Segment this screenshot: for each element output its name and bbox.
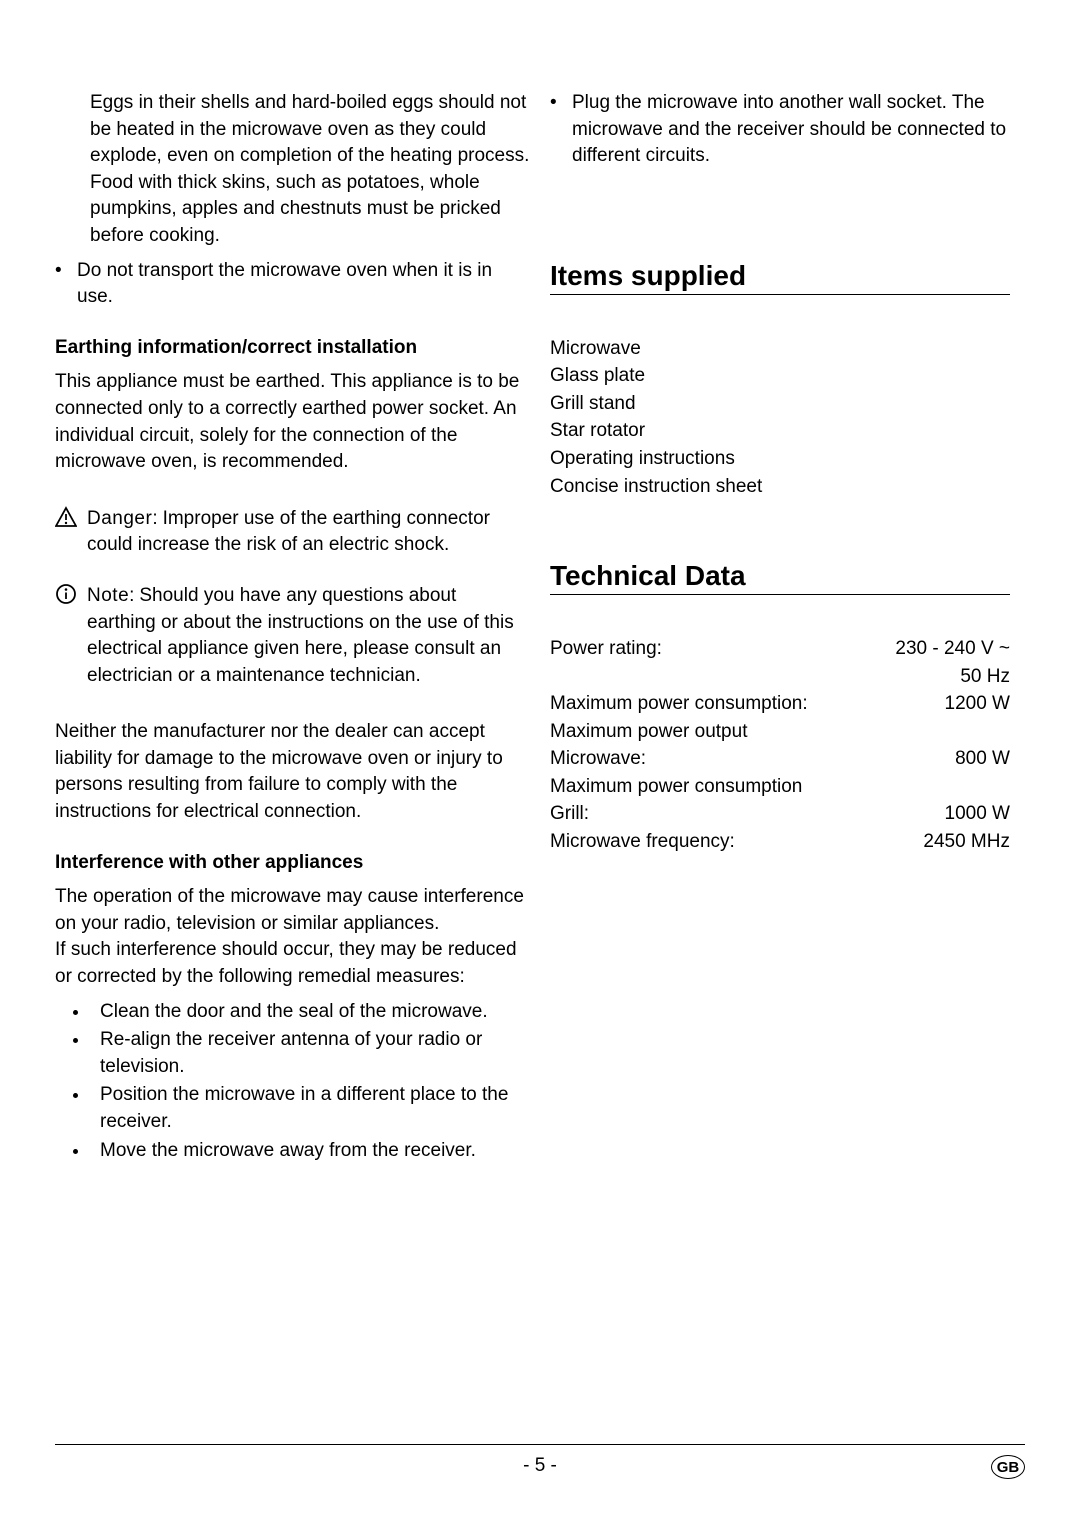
note-block: Note: Should you have any questions abou… [55,583,530,689]
page-footer: - 5 - GB [55,1444,1025,1477]
tech-row: Power rating: 230 - 240 V ~ [550,635,1010,663]
supplied-item: Concise instruction sheet [550,473,1010,501]
earthing-paragraph: This appliance must be earthed. This app… [55,369,530,475]
warning-triangle-icon [55,506,77,528]
tech-value: 1000 W [945,800,1010,828]
supplied-item: Microwave [550,335,1010,363]
tech-label: Microwave: [550,745,646,773]
tech-value: 800 W [955,745,1010,773]
tech-label: Maximum power consumption: [550,690,808,718]
transport-text: Do not transport the microwave oven when… [77,258,530,311]
tech-row: Grill: 1000 W [550,800,1010,828]
interference-bullet-list: Clean the door and the seal of the micro… [55,999,530,1165]
tech-row: 50 Hz [550,663,1010,691]
tech-label: Power rating: [550,635,662,663]
tech-row: Maximum power consumption: 1200 W [550,690,1010,718]
tech-row: Maximum power consumption [550,773,1010,801]
danger-block: Danger: Improper use of the earthing con… [55,506,530,559]
eggs-paragraph: Eggs in their shells and hard-boiled egg… [55,90,530,250]
technical-data-title: Technical Data [550,560,1010,595]
tech-label: Microwave frequency: [550,828,735,856]
plug-text: Plug the microwave into another wall soc… [572,90,1010,170]
tech-value: 2450 MHz [923,828,1010,856]
supplied-item: Grill stand [550,390,1010,418]
tech-label: Grill: [550,800,589,828]
supplied-item: Glass plate [550,362,1010,390]
tech-value: 1200 W [945,690,1010,718]
liability-paragraph: Neither the manufacturer nor the dealer … [55,719,530,825]
items-supplied-list: MicrowaveGlass plateGrill standStar rota… [550,335,1010,500]
list-item: Clean the door and the seal of the micro… [90,999,530,1026]
tech-row: Microwave frequency: 2450 MHz [550,828,1010,856]
tech-value: 50 Hz [960,663,1010,691]
list-item: Re-align the receiver antenna of your ra… [90,1027,530,1080]
danger-label: Danger: [87,508,158,529]
region-badge: GB [991,1455,1025,1479]
tech-label: Maximum power consumption [550,773,802,801]
tech-row: Microwave: 800 W [550,745,1010,773]
interference-heading: Interference with other appliances [55,850,530,877]
list-item: Move the microwave away from the receive… [90,1138,530,1165]
plug-bullet: • Plug the microwave into another wall s… [550,90,1010,170]
transport-bullet: • Do not transport the microwave oven wh… [55,258,530,311]
earthing-heading: Earthing information/correct installatio… [55,335,530,362]
technical-data-table: Power rating:230 - 240 V ~50 HzMaximum p… [550,635,1010,855]
supplied-item: Operating instructions [550,445,1010,473]
eggs-text: Eggs in their shells and hard-boiled egg… [90,92,529,246]
note-label: Note: [87,585,135,606]
list-item: Position the microwave in a different pl… [90,1082,530,1135]
info-circle-icon [55,583,77,605]
tech-row: Maximum power output [550,718,1010,746]
tech-value: 230 - 240 V ~ [895,635,1010,663]
interference-para2: If such interference should occur, they … [55,937,530,990]
bullet-dot: • [55,258,77,311]
bullet-dot: • [550,90,572,170]
items-supplied-title: Items supplied [550,260,1010,295]
note-text: Should you have any questions about eart… [87,585,514,686]
tech-label: Maximum power output [550,718,747,746]
supplied-item: Star rotator [550,417,1010,445]
page-number: - 5 - [523,1455,557,1477]
interference-para1: The operation of the microwave may cause… [55,884,530,937]
